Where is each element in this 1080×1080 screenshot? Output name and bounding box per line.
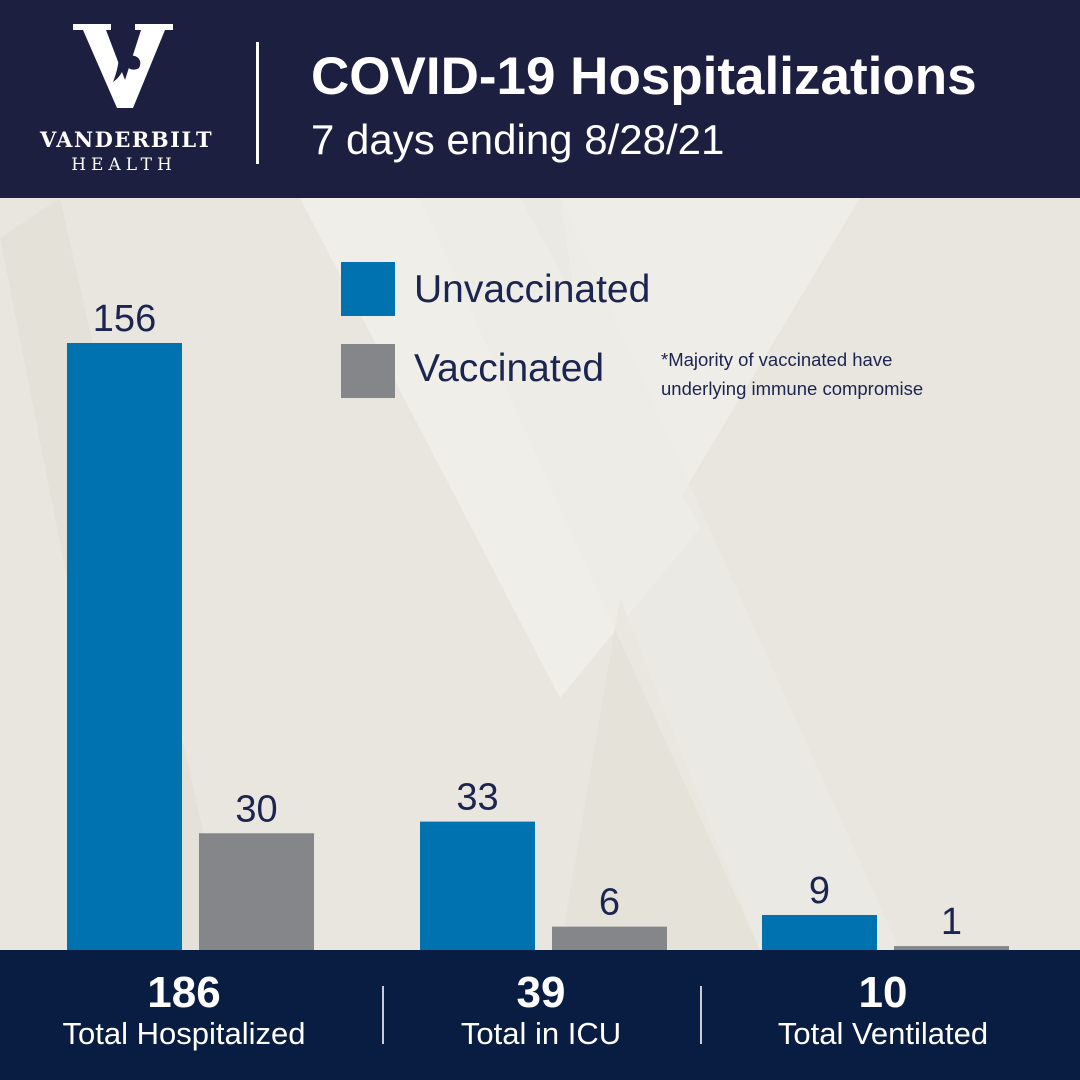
totals-footer: 186 Total Hospitalized 39 Total in ICU 1…	[0, 950, 1080, 1080]
total-ventilated-value: 10	[858, 968, 908, 1017]
bar-icu-unvaccinated	[420, 821, 535, 950]
bar-icu-vaccinated	[552, 926, 667, 950]
logo-subtitle: HEALTH	[71, 155, 177, 175]
header-banner: VANDERBILT HEALTH COVID-19 Hospitalizati…	[0, 0, 1080, 198]
bar-ventilated-vaccinated	[894, 946, 1009, 950]
bar-chart: 156 33 9 30 6 1	[67, 298, 1009, 950]
page-title: COVID-19 Hospitalizations	[311, 47, 977, 106]
header-divider	[256, 42, 259, 164]
total-icu-value: 39	[516, 968, 566, 1017]
total-ventilated-label: Total Ventilated	[777, 1016, 989, 1051]
legend-label-unvaccinated: Unvaccinated	[414, 268, 651, 311]
data-label-ventilated-vaccinated: 1	[941, 901, 962, 943]
total-icu-label: Total in ICU	[460, 1016, 622, 1051]
legend-swatch-vaccinated	[341, 344, 395, 398]
footnote-line-2: underlying immune compromise	[661, 378, 924, 399]
footnote-line-1: *Majority of vaccinated have	[661, 349, 893, 370]
footer-divider-1	[382, 986, 384, 1044]
data-label-ventilated-unvaccinated: 9	[809, 870, 830, 912]
bar-hospitalized-vaccinated	[199, 833, 314, 950]
vanderbilt-v-logo-icon	[73, 24, 173, 108]
page-subtitle: 7 days ending 8/28/21	[311, 116, 725, 163]
total-hospitalized-label: Total Hospitalized	[62, 1016, 306, 1051]
footer-divider-2	[700, 986, 702, 1044]
total-icu: 39 Total in ICU	[376, 950, 706, 1080]
total-hospitalized: 186 Total Hospitalized	[19, 950, 349, 1080]
bar-ventilated-unvaccinated	[762, 914, 877, 950]
footnote: *Majority of vaccinated have underlying …	[661, 345, 1001, 403]
logo-wordmark: VANDERBILT	[40, 127, 214, 152]
legend-swatch-unvaccinated	[341, 262, 395, 316]
data-label-hospitalized-unvaccinated: 156	[93, 298, 156, 340]
bar-hospitalized-unvaccinated	[67, 343, 182, 950]
data-label-icu-unvaccinated: 33	[456, 777, 498, 819]
total-hospitalized-value: 186	[147, 968, 221, 1017]
data-label-hospitalized-vaccinated: 30	[235, 788, 277, 830]
legend-label-vaccinated: Vaccinated	[414, 347, 605, 390]
data-label-icu-vaccinated: 6	[599, 882, 620, 924]
total-ventilated: 10 Total Ventilated	[718, 950, 1048, 1080]
